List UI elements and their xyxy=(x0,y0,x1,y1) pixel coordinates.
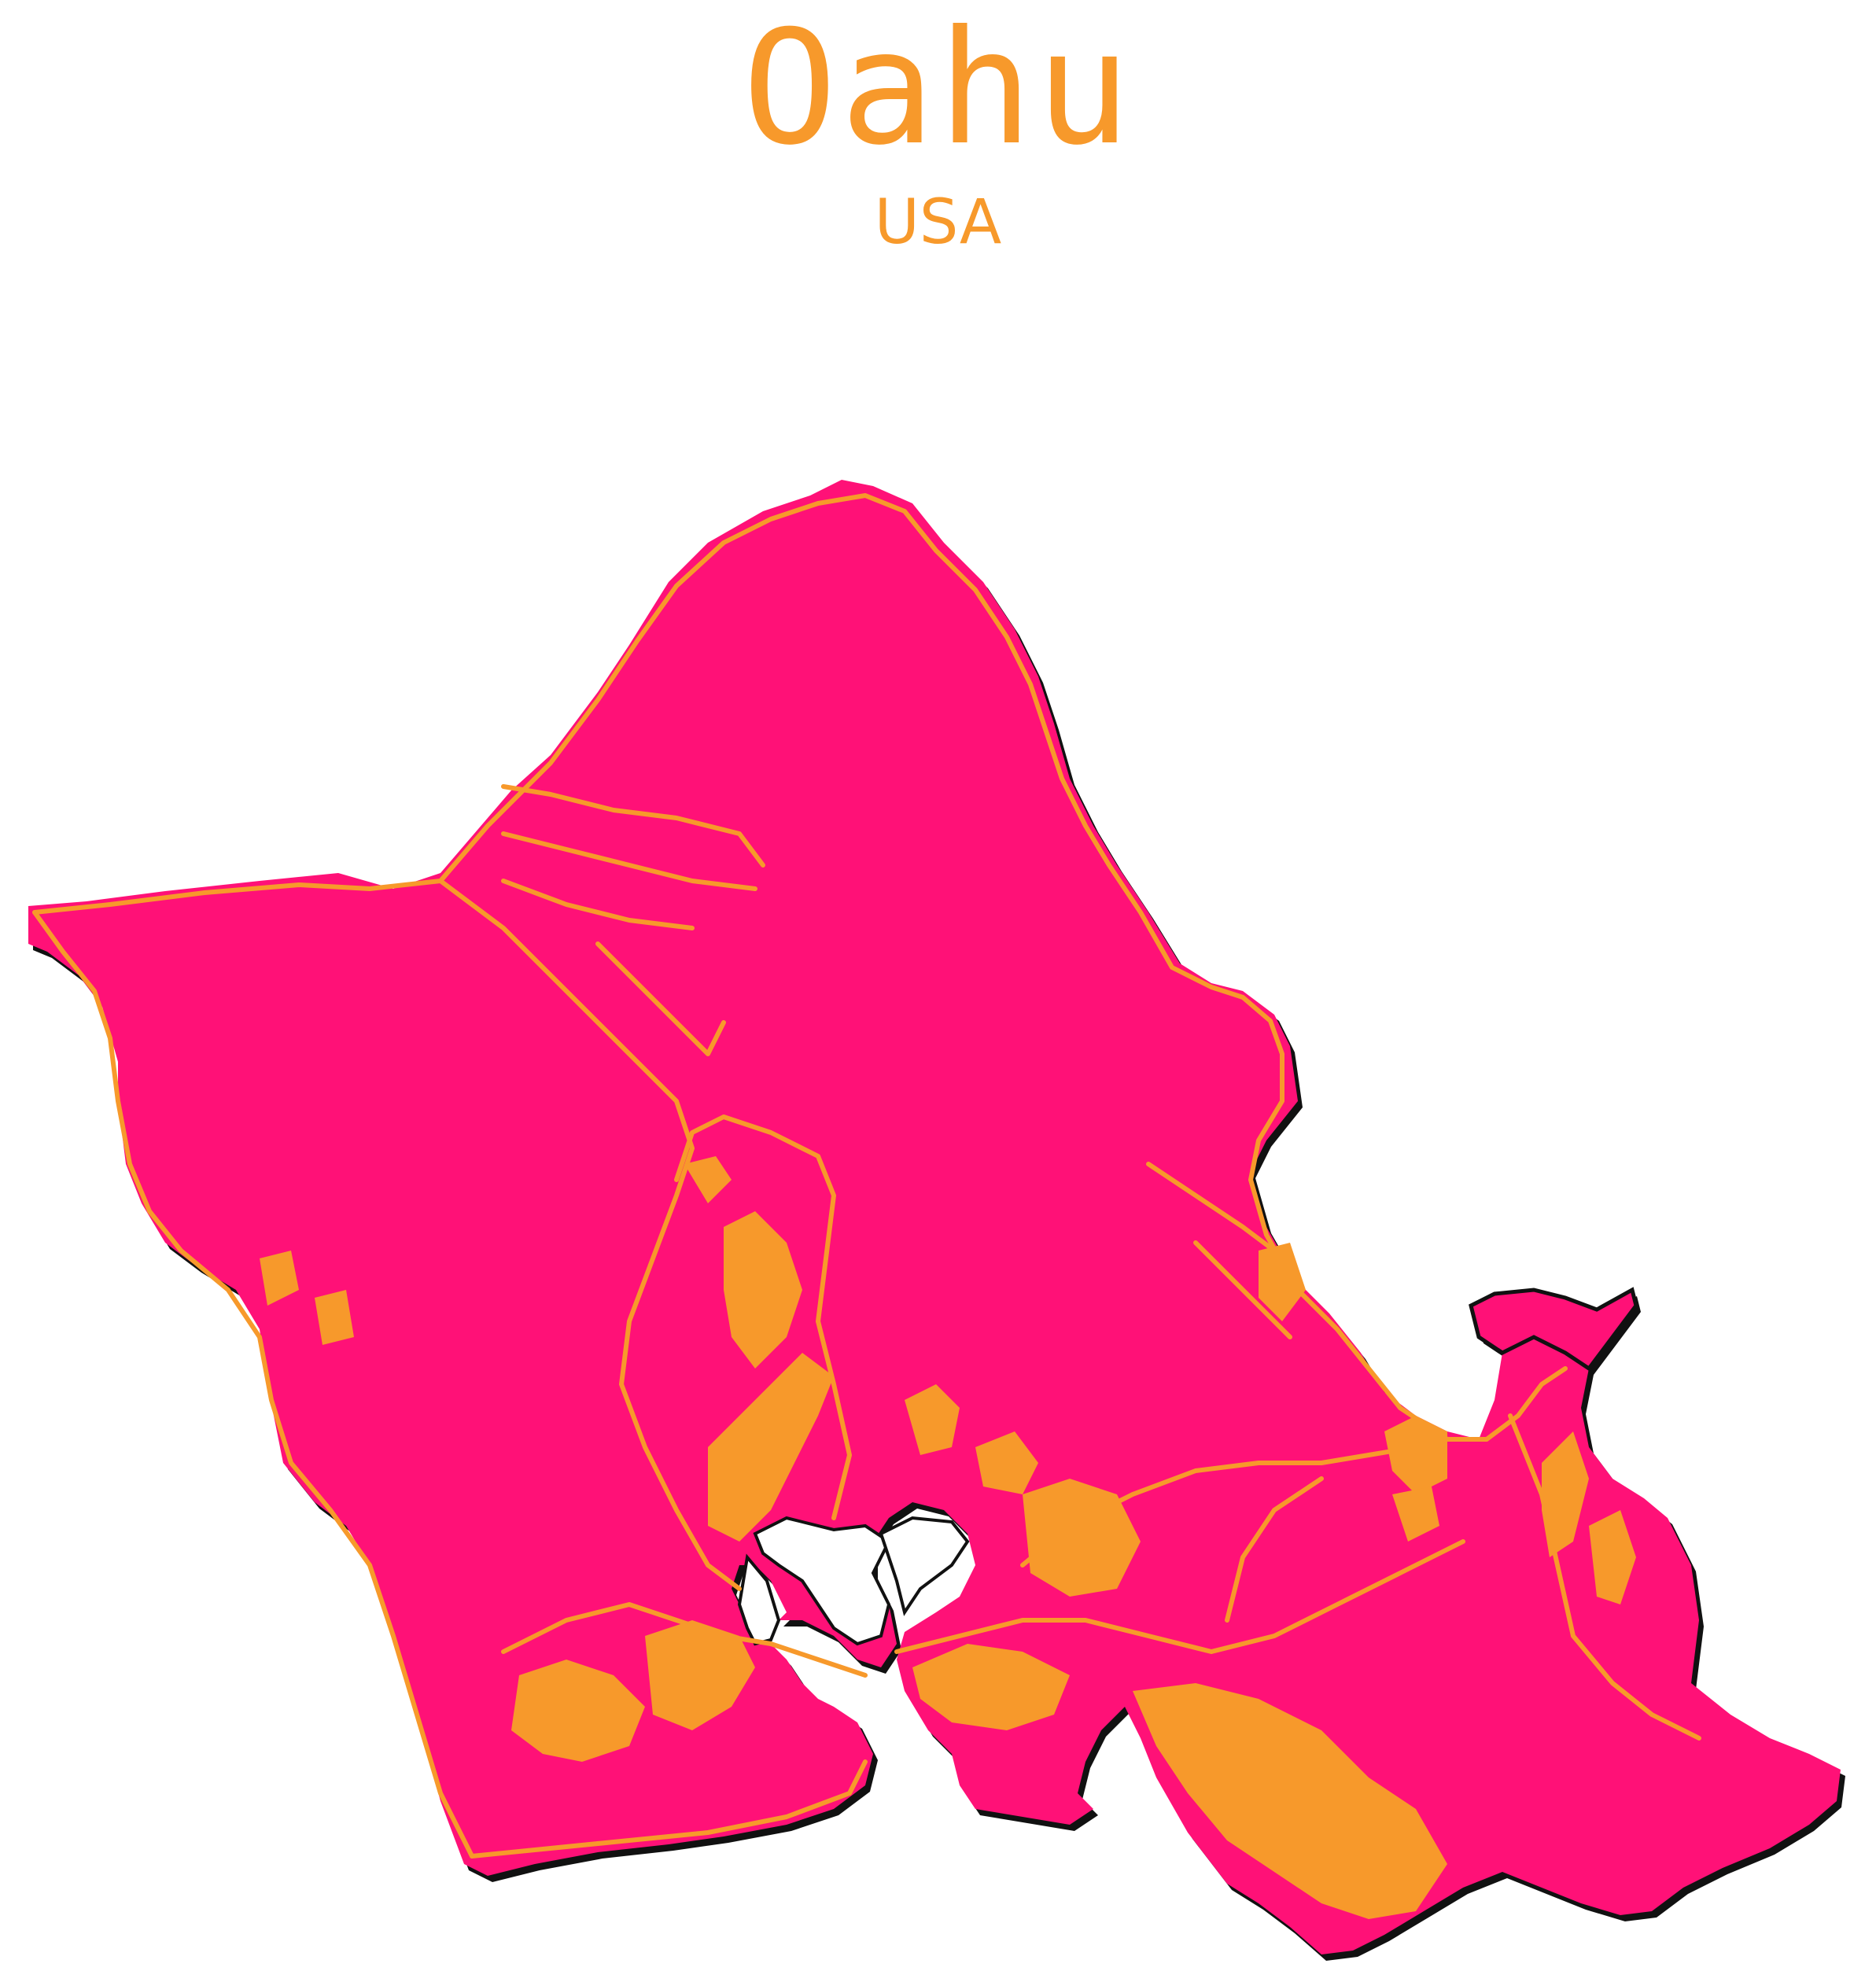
kaneohe-bay-inlet xyxy=(1469,1287,1638,1372)
map-subtitle: USA xyxy=(874,187,1002,258)
pearl-harbor-lochs xyxy=(737,1516,970,1646)
map-title: Oahu xyxy=(742,0,1134,180)
island-land xyxy=(28,480,1841,1954)
urban-areas xyxy=(260,1156,1636,1919)
